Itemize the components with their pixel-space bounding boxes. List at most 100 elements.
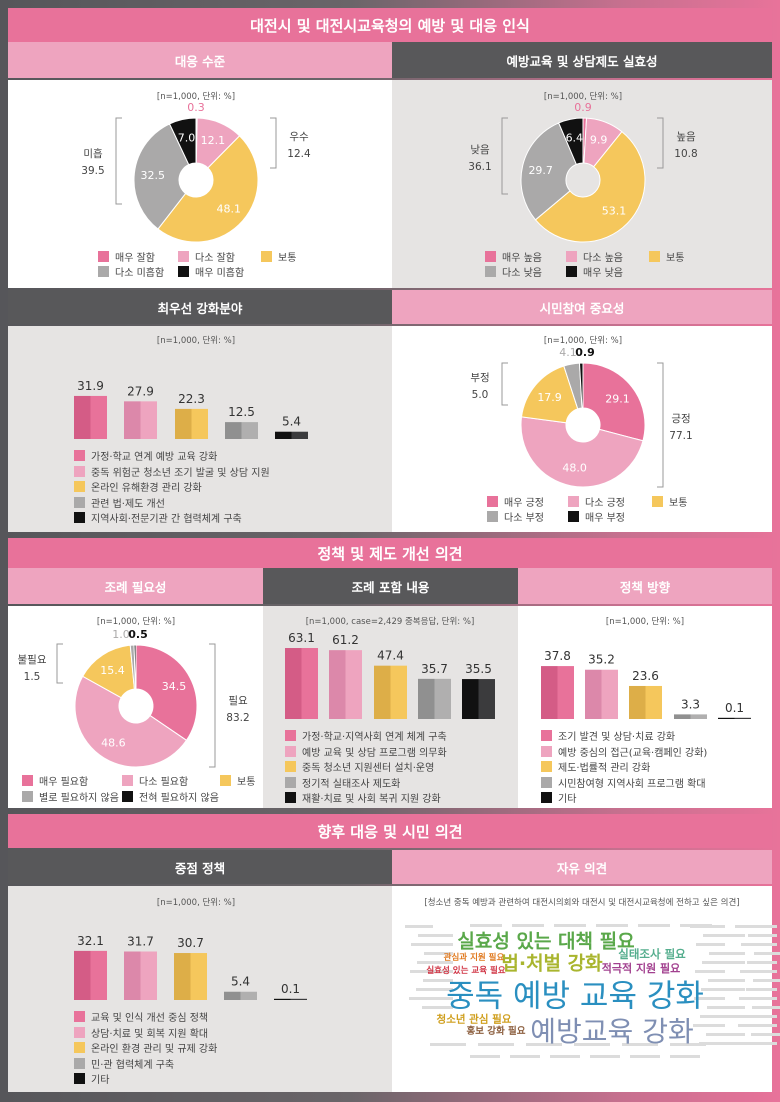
legend-item: 관련 법·제도 개선 (74, 495, 165, 510)
legend-swatch (285, 761, 296, 772)
pie-slice (520, 122, 578, 221)
legend-item: 시민참여형 지역사회 프로그램 확대 (541, 775, 706, 790)
legend-swatch (74, 1026, 85, 1038)
legend-item: 보통 (649, 249, 684, 264)
faint-word (738, 1024, 777, 1027)
bar (329, 650, 346, 719)
faint-word (596, 924, 628, 927)
legend-item: 가정·학교·지역사회 연계 체계 구축 (285, 728, 447, 743)
bar (90, 950, 107, 1000)
legend-item: 정기적 실태조사 제도화 (285, 775, 400, 790)
bar (275, 431, 292, 439)
faint-word (405, 925, 433, 928)
faint-word (693, 1024, 725, 1027)
legend-label: 다소 낮음 (502, 268, 542, 279)
faint-word (701, 988, 745, 991)
pie-slice (558, 117, 584, 166)
legend-swatch (22, 775, 33, 786)
faint-word (670, 1043, 706, 1046)
data-label: 15.4 (100, 664, 125, 677)
legend-item: 매우 높음 (485, 249, 542, 264)
bar (390, 665, 407, 719)
legend-swatch (285, 776, 296, 788)
bar (74, 395, 91, 439)
legend-swatch (487, 496, 498, 507)
pie-slice (157, 135, 259, 243)
cloud-word: 관심과 지원 필요 (443, 953, 505, 963)
cloud-word: 예방교육 강화 (530, 1015, 694, 1048)
legend-item: 매우 부정 (568, 509, 625, 524)
legend-swatch (285, 730, 296, 741)
bar (462, 679, 479, 719)
group-label: 필요 (228, 695, 248, 707)
legend-item: 기타 (541, 790, 576, 805)
legend-swatch (652, 496, 663, 507)
faint-word (630, 1055, 660, 1058)
legend-label: 중독 위험군 청소년 조기 발굴 및 상담 지원 (91, 467, 270, 479)
legend-item: 전혀 필요하지 않음 (122, 789, 219, 804)
legend-swatch (541, 776, 552, 788)
bar (718, 717, 735, 719)
legend-swatch (261, 251, 272, 262)
data-label: 12.5 (228, 405, 255, 419)
legend-item: 지역사회·전문기관 간 협력체계 구축 (74, 510, 242, 525)
legend-label: 교육 및 인식 개선 중심 정책 (91, 1013, 209, 1024)
data-label: 53.1 (602, 204, 627, 217)
group-value: 39.5 (81, 165, 104, 177)
legend-item: 온라인 유해환경 관리 강화 (74, 479, 202, 494)
legend-swatch (74, 481, 85, 492)
bar (690, 714, 707, 719)
pie-slice (168, 117, 197, 166)
bar (285, 648, 302, 719)
panel-header-ordinance-need: 조례 필요성 (8, 568, 263, 604)
bar (734, 717, 751, 719)
faint-word (699, 1042, 745, 1045)
legend-item: 매우 낮음 (566, 264, 623, 279)
chart-note: [n=1,000, 단위: %] (156, 336, 236, 346)
legend-label: 보통 (278, 253, 297, 264)
legend-swatch (74, 496, 85, 508)
bar (434, 678, 451, 719)
faint-word (696, 943, 725, 946)
bar (301, 648, 318, 719)
panel-header-ordinance-content: 조례 포함 내용 (263, 568, 518, 604)
legend-item: 교육 및 인식 개선 중심 정책 (74, 1009, 208, 1024)
data-label: 22.3 (178, 392, 205, 406)
legend-label: 매우 잘함 (115, 253, 155, 264)
legend-swatch (74, 512, 85, 523)
group-label: 미흡 (83, 147, 103, 160)
chart-note: [n=1,000, 단위: %] (543, 92, 623, 102)
legend-swatch (566, 251, 577, 262)
bar (274, 998, 291, 1000)
legend-label: 시민참여형 지역사회 프로그램 확대 (558, 778, 706, 790)
legend-label: 온라인 유해환경 관리 강화 (91, 483, 202, 494)
legend-label: 조기 발견 및 상담·치료 강화 (558, 732, 676, 743)
legend-swatch (122, 791, 133, 802)
faint-word (423, 979, 453, 982)
group-value: 36.1 (468, 161, 491, 173)
faint-word (700, 1015, 745, 1018)
legend-item: 다소 부정 (487, 509, 544, 524)
bar (478, 679, 495, 719)
data-label: 32.5 (141, 169, 166, 182)
bar (557, 666, 574, 719)
legend-item: 예방 중심의 접근(교육·캠페인 강화) (541, 744, 707, 759)
legend-item: 매우 잘함 (98, 249, 155, 264)
bar (629, 685, 646, 719)
data-label: 48.0 (562, 462, 587, 475)
data-label: 35.5 (465, 662, 492, 676)
legend-item: 보통 (261, 249, 296, 264)
pie-slice (74, 675, 188, 768)
chart-note: [n=1,000, 단위: %] (96, 617, 176, 627)
bar (174, 953, 191, 1000)
section-title-policy: 정책 및 제도 개선 의견 (8, 538, 772, 568)
data-label: 32.1 (77, 934, 104, 948)
legend-item: 중독 위험군 청소년 조기 발굴 및 상담 지원 (74, 464, 270, 479)
legend-label: 지역사회·전문기관 간 협력체계 구축 (91, 514, 242, 525)
panel-header-policy-direction: 정책 방향 (518, 568, 772, 604)
legend-label: 다소 필요함 (139, 777, 189, 788)
data-label: 37.8 (544, 649, 571, 663)
legend-item: 매우 필요함 (22, 773, 88, 788)
data-label: 12.1 (201, 134, 226, 147)
legend-swatch (178, 266, 189, 277)
